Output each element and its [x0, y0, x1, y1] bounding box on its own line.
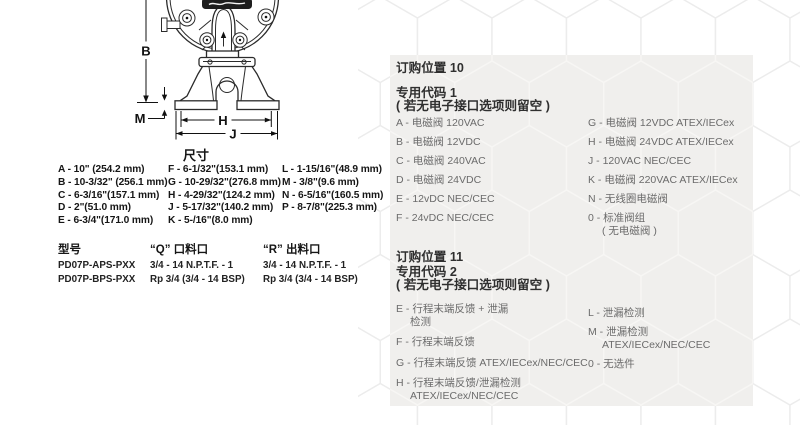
- flow-arrow-icon: [220, 31, 227, 38]
- order-code-option: H - 行程末端反馈/泄漏检测 ATEX/IECex/NEC/CEC: [396, 377, 521, 402]
- order-code-option: F - 24vDC NEC/CEC: [396, 212, 495, 224]
- pump-air-stub: [161, 17, 181, 32]
- section11-code-title: 专用代码 2: [396, 265, 457, 279]
- pump-bolts: [178, 8, 275, 48]
- inlet-port-header: “Q” 口料口: [150, 244, 209, 256]
- order-code-option: N - 无线圈电磁阀: [588, 193, 668, 205]
- dimension-entry: G - 10-29/32"(276.8 mm): [168, 176, 281, 188]
- order-code-option: E - 行程末端反馈 + 泄漏 检测: [396, 303, 509, 328]
- dimension-entry: C - 6-3/16"(157.1 mm): [58, 189, 160, 201]
- order-code-option: J - 120VAC NEC/CEC: [588, 155, 692, 167]
- inlet-port-cell: 3/4 - 14 N.P.T.F. - 1: [150, 260, 234, 271]
- dimension-entry: L - 1-15/16"(48.9 mm): [282, 164, 382, 175]
- stand-arch: [215, 80, 239, 101]
- model-header: 型号: [58, 244, 81, 256]
- inlet-port-column: “Q” 口料口 3/4 - 14 N.P.T.F. - 1 Rp 3/4 (3/…: [150, 241, 245, 286]
- outlet-port-column: “R” 出料口 3/4 - 14 N.P.T.F. - 1 Rp 3/4 (3/…: [263, 241, 358, 286]
- order-code-option: E - 12vDC NEC/CEC: [396, 193, 495, 205]
- dimensions-column-3: L - 1-15/16"(48.9 mm) M - 3/8"(9.6 mm) N…: [282, 164, 383, 215]
- section10-code-title: 专用代码 1: [396, 86, 457, 100]
- pump-spokes: [198, 19, 249, 51]
- pump-drawing: B M H J: [135, 0, 280, 142]
- dimension-entry: E - 6-3/4"(171.0 mm): [58, 215, 154, 227]
- section11-position-title: 订购位置 11: [396, 250, 464, 264]
- pump-body: [161, 0, 280, 54]
- dimension-entry: D - 2"(51.0 mm): [58, 202, 131, 214]
- dimension-entry: K - 5-/16"(8.0 mm): [168, 215, 253, 227]
- outlet-port-header: “R” 出料口: [263, 244, 321, 256]
- stand-right-foot: [236, 100, 280, 111]
- dimensions-title: 尺寸: [182, 148, 209, 163]
- model-cell: PD07P-BPS-PXX: [58, 273, 136, 285]
- order-code-option: G - 行程末端反馈 ATEX/IECex/NEC/CEC: [396, 356, 588, 369]
- inlet-port-cell: Rp 3/4 (3/4 - 14 BSP): [150, 273, 245, 285]
- section10-note: ( 若无电子接口选项则留空 ): [396, 99, 550, 113]
- section11-options-left: E - 行程末端反馈 + 泄漏 检测 F - 行程末端反馈 G - 行程末端反馈…: [396, 303, 596, 410]
- order-code-option: F - 行程末端反馈: [396, 336, 475, 348]
- dimension-entry: M - 3/8"(9.6 mm): [282, 176, 359, 188]
- section10-position-title: 订购位置 10: [396, 61, 464, 75]
- order-code-option: A - 电磁阀 120VAC: [396, 117, 485, 129]
- order-code-option: B - 电磁阀 12VDC: [396, 136, 481, 148]
- order-code-option: L - 泄漏检测: [588, 307, 645, 319]
- dim-label-b: B: [141, 44, 150, 59]
- model-column: 型号 PD07P-APS-PXX PD07P-BPS-PXX: [58, 241, 135, 286]
- outlet-port-cell: 3/4 - 14 N.P.T.F. - 1: [263, 260, 347, 271]
- section10-options-right: G - 电磁阀 12VDC ATEX/IECex H - 电磁阀 24VDC A…: [588, 117, 756, 244]
- dim-label-j: J: [229, 127, 236, 142]
- dimensions-column-1: A - 10" (254.2 mm) B - 10-3/32" (256.1 m…: [58, 164, 168, 228]
- dimension-entry: J - 5-17/32"(140.2 mm): [168, 202, 274, 214]
- order-code-option: H - 电磁阀 24VDC ATEX/IECex: [588, 136, 734, 148]
- pump-stand: [174, 50, 280, 111]
- order-code-option: D - 电磁阀 24VDC: [396, 174, 482, 186]
- model-cell: PD07P-APS-PXX: [58, 260, 136, 271]
- dimension-entry: B - 10-3/32" (256.1 mm): [58, 176, 168, 188]
- dim-label-h: H: [218, 113, 227, 128]
- dimension-entry: F - 6-1/32"(153.1 mm): [168, 164, 269, 175]
- order-code-option: C - 电磁阀 240VAC: [396, 155, 486, 167]
- dimension-entry: A - 10" (254.2 mm): [58, 164, 145, 175]
- section11-note: ( 若无电子接口选项则留空 ): [396, 278, 550, 292]
- order-code-option: 0 - 无选件: [588, 357, 635, 370]
- dimension-lines: B M H J: [135, 0, 278, 142]
- section11-options-right: L - 泄漏检测 M - 泄漏检测 ATEX/IECex/NEC/CEC 0 -…: [588, 307, 756, 377]
- aro-logo-badge: [202, 0, 252, 9]
- outlet-port-cell: Rp 3/4 (3/4 - 14 BSP): [263, 273, 358, 285]
- order-code-option: K - 电磁阀 220VAC ATEX/IECex: [588, 174, 738, 186]
- stand-left-foot: [174, 100, 218, 111]
- order-code-option: M - 泄漏检测 ATEX/IECex/NEC/CEC: [588, 326, 711, 351]
- section10-options-left: A - 电磁阀 120VAC B - 电磁阀 12VDC C - 电磁阀 240…: [396, 117, 581, 231]
- stand-arch-circle: [219, 77, 235, 93]
- dimension-entry: N - 6-5/16"(160.5 mm): [282, 189, 384, 201]
- dimension-entry: H - 4-29/32"(124.2 mm): [168, 189, 275, 201]
- order-code-option: G - 电磁阀 12VDC ATEX/IECex: [588, 117, 735, 129]
- dimensions-column-2: F - 6-1/32"(153.1 mm) G - 10-29/32"(276.…: [168, 164, 281, 228]
- dimension-entry: P - 8-7/8"(225.3 mm): [282, 202, 377, 214]
- order-code-option: 0 - 标准阀组 ( 无电磁阀 ): [588, 212, 657, 237]
- dim-label-m: M: [135, 111, 146, 126]
